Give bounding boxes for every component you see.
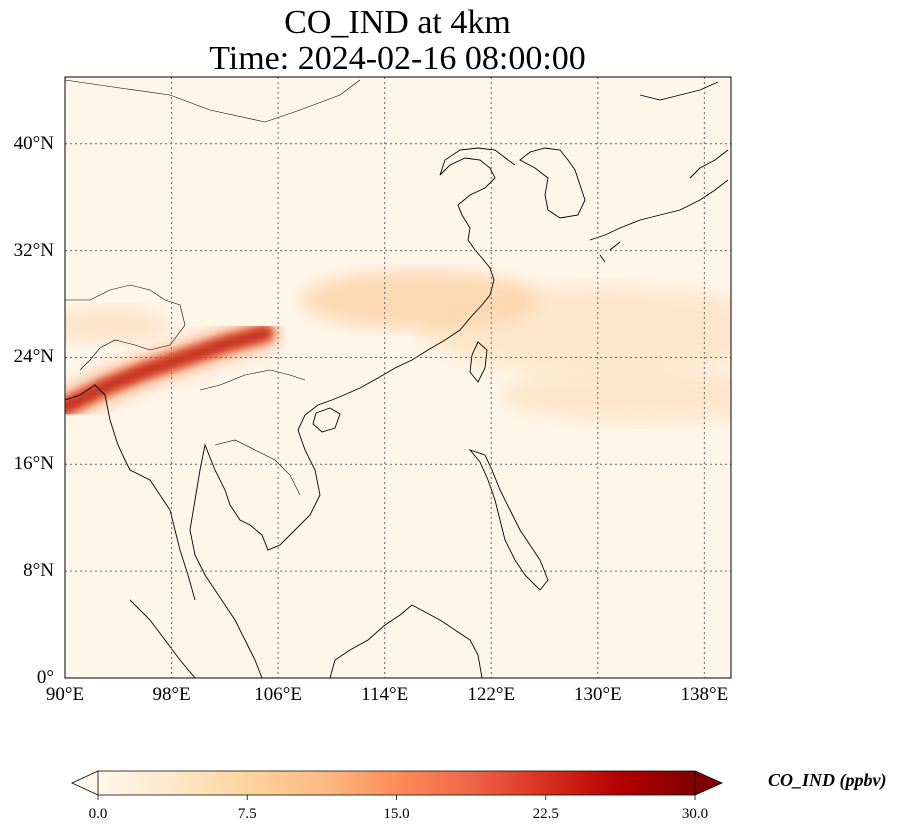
latitude-tick-label: 40°N — [13, 132, 54, 154]
longitude-tick-label: 114°E — [361, 684, 409, 705]
colorbar-extend-max — [694, 770, 723, 796]
longitude-tick-label: 138°E — [680, 684, 729, 705]
colorbar-gradient — [98, 771, 695, 795]
indochina-coast — [189, 394, 345, 678]
latitude-tick-label: 16°N — [13, 453, 54, 475]
borneo — [329, 604, 483, 678]
colorbar-tick-label: 0.0 — [88, 806, 108, 822]
latitude-tick-label: 24°N — [13, 346, 54, 368]
colorbar-ticks — [97, 795, 696, 800]
longitude-tick-label: 98°E — [152, 684, 191, 705]
longitude-tick-label: 106°E — [254, 684, 302, 705]
longitude-tick-label: 90°E — [45, 684, 85, 705]
philippines — [468, 449, 549, 591]
colorbar-label: CO_IND (ppbv) — [768, 770, 887, 790]
sumatra — [129, 599, 196, 678]
colorbar-tick-label: 15.0 — [383, 806, 410, 822]
map-frame — [64, 76, 732, 679]
latitude-tick-label: 0° — [36, 667, 54, 688]
plume-band-central — [300, 270, 540, 330]
china-coast — [343, 147, 516, 396]
colorbar-extend-min — [71, 770, 99, 796]
hainan — [312, 407, 341, 433]
plume-core — [65, 328, 270, 412]
colorbar — [71, 770, 723, 800]
japan — [589, 81, 729, 263]
latitude-tick-label: 8°N — [23, 560, 54, 582]
bay-of-bengal-coast — [65, 384, 196, 601]
korea-peninsula — [519, 147, 586, 219]
gridlines — [65, 77, 731, 678]
concentration-field — [65, 270, 731, 423]
plume-band-east-lower — [500, 367, 731, 423]
longitude-tick-label: 130°E — [573, 684, 622, 705]
colorbar-tick-label: 22.5 — [532, 806, 559, 822]
coastlines — [65, 79, 729, 678]
colorbar-tick-label: 30.0 — [681, 806, 709, 822]
taiwan — [469, 341, 488, 383]
latitude-tick-label: 32°N — [13, 239, 54, 261]
colorbar-tick-label: 7.5 — [237, 806, 257, 822]
map-title: CO_IND at 4km — [284, 4, 511, 41]
plume-band-west — [65, 307, 170, 343]
longitude-tick-label: 122°E — [467, 684, 516, 705]
map-time-subtitle: Time: 2024-02-16 08:00:00 — [209, 40, 586, 77]
inland-borders — [65, 79, 361, 496]
map-panel — [64, 76, 732, 679]
